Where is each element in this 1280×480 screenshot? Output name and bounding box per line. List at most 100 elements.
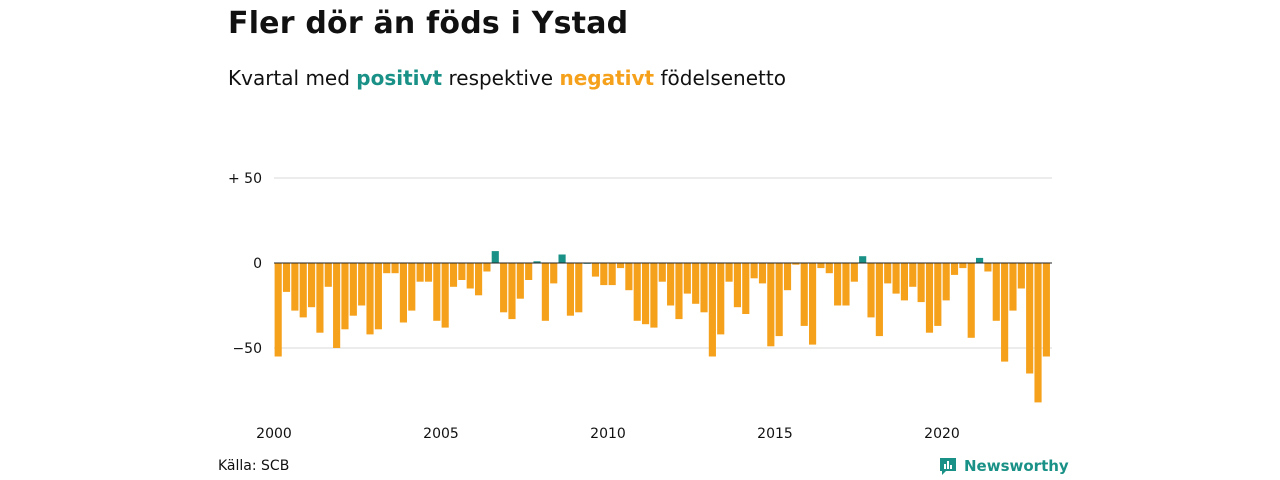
bar xyxy=(408,263,416,311)
bar xyxy=(291,263,299,311)
bar xyxy=(391,263,399,274)
bar xyxy=(667,263,675,306)
x-tick-label: 2005 xyxy=(423,426,459,442)
bar xyxy=(541,263,549,321)
bar xyxy=(399,263,407,323)
y-tick-label: 0 xyxy=(253,256,262,272)
brand-name: Newsworthy xyxy=(964,457,1069,475)
bar xyxy=(433,263,441,321)
bar xyxy=(508,263,516,320)
bar xyxy=(366,263,374,335)
bar xyxy=(925,263,934,333)
bar xyxy=(775,263,783,337)
bar xyxy=(483,263,491,272)
bar xyxy=(383,263,391,274)
x-tick-label: 2020 xyxy=(924,426,960,442)
y-tick-label: + 50 xyxy=(228,171,262,187)
bar xyxy=(608,263,616,286)
bar xyxy=(733,263,741,308)
bar xyxy=(374,263,382,330)
bar xyxy=(274,263,282,357)
bar xyxy=(600,263,608,286)
y-tick-label: −50 xyxy=(232,341,262,357)
bar xyxy=(642,263,650,325)
bar xyxy=(1042,263,1050,357)
bar xyxy=(934,263,942,326)
bar xyxy=(441,263,449,328)
bars xyxy=(274,251,1050,403)
bar xyxy=(717,263,725,335)
bar xyxy=(767,263,775,347)
bar xyxy=(1001,263,1009,362)
bar xyxy=(909,263,917,287)
bar xyxy=(992,263,1000,321)
bar xyxy=(917,263,925,303)
bar xyxy=(424,263,433,282)
bar xyxy=(834,263,842,306)
bar xyxy=(500,263,508,313)
bar xyxy=(984,263,992,272)
bar xyxy=(591,263,600,277)
bar xyxy=(616,263,625,269)
bar xyxy=(1026,263,1034,374)
subtitle-negative-label: negativt xyxy=(559,66,655,90)
bar xyxy=(650,263,658,328)
bar xyxy=(725,263,733,282)
bar xyxy=(449,263,458,287)
bar xyxy=(349,263,357,316)
bar xyxy=(282,263,291,292)
bar xyxy=(892,263,900,294)
bar xyxy=(466,263,474,289)
source-note: Källa: SCB xyxy=(218,458,290,474)
bar xyxy=(299,263,307,318)
bar xyxy=(783,263,792,291)
chart-subtitle: Kvartal med positivt respektive negativt… xyxy=(228,66,786,90)
x-tick-label: 2015 xyxy=(757,426,793,442)
bar xyxy=(658,263,666,282)
brand-logo[interactable]: Newsworthy xyxy=(938,456,1069,476)
bar xyxy=(558,254,566,263)
bar xyxy=(758,263,767,284)
bar xyxy=(967,263,975,338)
bar xyxy=(875,263,883,337)
bar xyxy=(942,263,950,301)
bar xyxy=(900,263,908,301)
bar xyxy=(692,263,700,304)
bar xyxy=(683,263,691,294)
bar xyxy=(1034,263,1042,403)
bar xyxy=(842,263,850,306)
bar xyxy=(633,263,641,321)
bar xyxy=(333,263,341,348)
bar xyxy=(825,263,833,274)
subtitle-middle: respektive xyxy=(442,66,560,90)
bar xyxy=(533,261,541,263)
bar xyxy=(516,263,524,299)
bar xyxy=(1017,263,1025,289)
bar xyxy=(575,263,583,313)
x-tick-label: 2000 xyxy=(256,426,292,442)
chart-title: Fler dör än föds i Ystad xyxy=(228,6,629,41)
bar xyxy=(550,263,558,284)
bar xyxy=(491,251,499,263)
bar xyxy=(308,263,316,308)
bar xyxy=(525,263,533,280)
bar xyxy=(817,263,825,269)
bar xyxy=(316,263,324,333)
bar xyxy=(475,263,483,296)
subtitle-suffix: födelsenetto xyxy=(654,66,786,90)
bar xyxy=(566,263,574,316)
bar xyxy=(324,263,332,287)
bar xyxy=(1009,263,1017,311)
bar xyxy=(700,263,708,313)
y-axis-ticks: + 50 0 −50 xyxy=(228,171,262,357)
bar xyxy=(708,263,716,357)
grid-lines xyxy=(274,177,1052,349)
bar xyxy=(458,263,466,280)
bar xyxy=(625,263,633,291)
bar xyxy=(675,263,683,320)
bar xyxy=(959,263,967,269)
x-tick-label: 2010 xyxy=(590,426,626,442)
subtitle-prefix: Kvartal med xyxy=(228,66,357,90)
bar xyxy=(358,263,366,306)
